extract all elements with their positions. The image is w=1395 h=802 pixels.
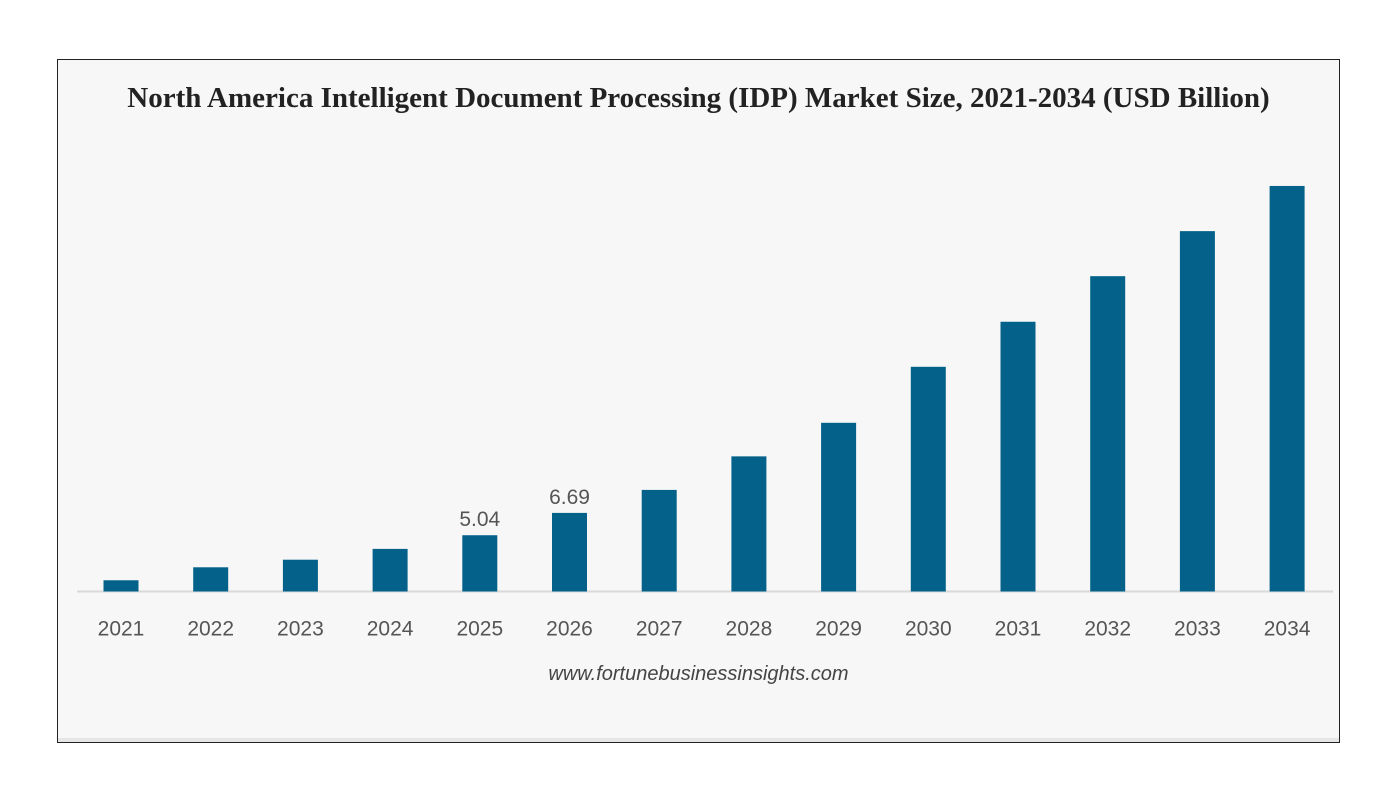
x-tick-label: 2021 <box>98 618 145 641</box>
bar-2029 <box>821 422 857 592</box>
x-tick-label: 2027 <box>636 618 683 641</box>
x-tick-label: 2022 <box>187 618 234 641</box>
chart-frame: North America Intelligent Document Proce… <box>57 59 1340 743</box>
data-label: 6.69 <box>549 486 590 509</box>
bar-2034 <box>1269 185 1305 592</box>
x-tick-label: 2029 <box>815 618 862 641</box>
bar-2023 <box>282 559 318 592</box>
data-label: 5.04 <box>459 508 500 531</box>
bar-2030 <box>910 366 946 592</box>
x-tick-label: 2030 <box>905 618 952 641</box>
x-tick-label: 2025 <box>456 618 503 641</box>
bar-2026 <box>552 512 587 592</box>
bar-2025 <box>462 535 498 592</box>
bar-2032 <box>1090 276 1126 592</box>
bar-2033 <box>1179 231 1215 592</box>
x-tick-label: 2024 <box>367 618 414 641</box>
bar-2021 <box>103 580 139 592</box>
bottom-shadow <box>58 738 1339 742</box>
bar-2031 <box>1000 321 1036 592</box>
x-tick-label: 2033 <box>1174 618 1221 641</box>
bar-2024 <box>372 548 408 592</box>
x-tick-label: 2028 <box>726 618 773 641</box>
bar-2027 <box>641 489 677 592</box>
bar-2028 <box>731 456 767 592</box>
chart-title: North America Intelligent Document Proce… <box>127 82 1270 114</box>
bar-2022 <box>193 567 229 592</box>
x-tick-label: 2032 <box>1084 618 1131 641</box>
source-label: www.fortunebusinessinsights.com <box>548 663 849 685</box>
x-tick-label: 2026 <box>546 618 593 641</box>
x-tick-label: 2023 <box>277 618 324 641</box>
bar-chart: 2021 2022 2023 2024 2025 5.04 2026 6.69 2027 2028… <box>77 185 1333 641</box>
x-tick-label: 2031 <box>995 618 1042 641</box>
x-tick-label: 2034 <box>1264 618 1311 641</box>
